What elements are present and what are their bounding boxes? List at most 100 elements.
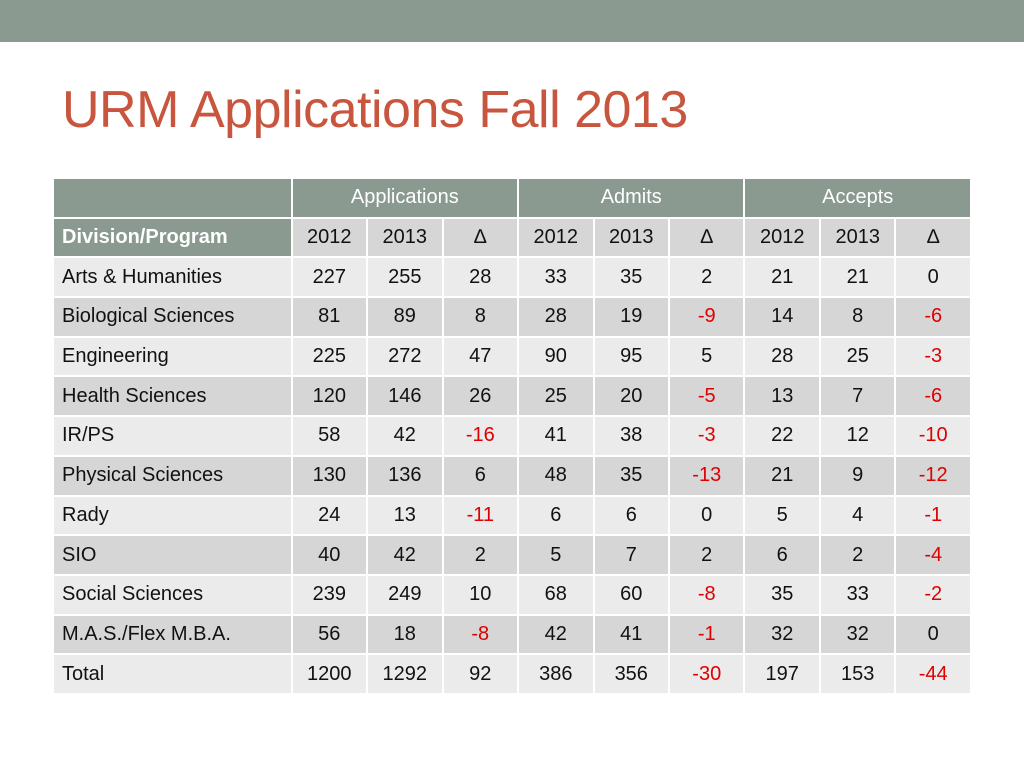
table-row: IR/PS 58 42 -16 41 38 -3 22 12 -10 [52,415,972,457]
value-cell: 68 [517,573,595,616]
value-cell: 249 [366,573,444,616]
value-cell: 2 [441,534,520,576]
value-cell: 22 [743,415,821,457]
table-row: SIO 40 42 2 5 7 2 6 2 -4 [52,534,972,576]
value-cell: 1292 [366,653,444,695]
division-program-cell: M.A.S./Flex M.B.A. [52,613,293,656]
value-cell: 5 [667,335,746,378]
division-program-cell: IR/PS [52,415,293,457]
value-cell: 18 [366,613,444,656]
value-cell: 95 [592,335,671,378]
value-cell: 6 [517,494,595,537]
value-cell: 28 [517,296,595,338]
value-cell: 272 [366,335,444,378]
sub-header-cell: 2012 [743,216,821,259]
value-cell: 2 [667,256,746,299]
value-cell: 92 [441,653,520,695]
value-cell: -6 [894,296,972,338]
division-program-cell: Rady [52,494,293,537]
value-cell: 58 [290,415,369,457]
corner-blank-cell [52,177,293,219]
value-cell: -30 [667,653,746,695]
value-cell: -12 [894,454,972,497]
value-cell: -3 [667,415,746,457]
value-cell: 38 [592,415,671,457]
value-cell: 32 [818,613,897,656]
value-cell: -8 [667,573,746,616]
slide-title: URM Applications Fall 2013 [62,81,688,139]
group-header-applications: Applications [290,177,520,219]
value-cell: 33 [517,256,595,299]
value-cell: 255 [366,256,444,299]
division-program-cell: Health Sciences [52,375,293,418]
value-cell: 225 [290,335,369,378]
division-program-cell: Total [52,653,293,695]
division-program-cell: Physical Sciences [52,454,293,497]
value-cell: 28 [743,335,821,378]
value-cell: -10 [894,415,972,457]
value-cell: 25 [818,335,897,378]
value-cell: 153 [818,653,897,695]
value-cell: 120 [290,375,369,418]
division-program-cell: Engineering [52,335,293,378]
sub-header-cell: 2012 [517,216,595,259]
value-cell: 48 [517,454,595,497]
value-cell: 19 [592,296,671,338]
value-cell: 42 [366,415,444,457]
value-cell: 26 [441,375,520,418]
table-row: Health Sciences 120 146 26 25 20 -5 13 7 -6 [52,375,972,418]
table-row: Physical Sciences 130 136 6 48 35 -13 21 9 -12 [52,454,972,497]
value-cell: 20 [592,375,671,418]
division-program-cell: Arts & Humanities [52,256,293,299]
table-row: Biological Sciences 81 89 8 28 19 -9 14 8 -6 [52,296,972,338]
value-cell: 90 [517,335,595,378]
group-header-row: Applications Admits Accepts [52,177,972,219]
sub-header-row: Division/Program 2012 2013 ∆ 2012 2013 ∆… [52,216,972,259]
value-cell: -6 [894,375,972,418]
value-cell: 0 [894,256,972,299]
division-program-cell: Biological Sciences [52,296,293,338]
sub-header-cell: ∆ [441,216,520,259]
value-cell: -5 [667,375,746,418]
value-cell: 386 [517,653,595,695]
value-cell: 8 [818,296,897,338]
value-cell: 81 [290,296,369,338]
value-cell: 6 [441,454,520,497]
value-cell: 10 [441,573,520,616]
value-cell: 5 [517,534,595,576]
value-cell: -3 [894,335,972,378]
table-row: Social Sciences 239 249 10 68 60 -8 35 33 -2 [52,573,972,616]
value-cell: 146 [366,375,444,418]
value-cell: 41 [517,415,595,457]
value-cell: 25 [517,375,595,418]
table-row: Arts & Humanities 227 255 28 33 35 2 21 21 0 [52,256,972,299]
value-cell: 35 [743,573,821,616]
value-cell: 239 [290,573,369,616]
value-cell: 21 [743,454,821,497]
value-cell: 356 [592,653,671,695]
value-cell: 41 [592,613,671,656]
value-cell: 13 [743,375,821,418]
value-cell: -9 [667,296,746,338]
value-cell: 0 [667,494,746,537]
value-cell: 0 [894,613,972,656]
value-cell: 2 [667,534,746,576]
value-cell: 21 [743,256,821,299]
value-cell: 13 [366,494,444,537]
value-cell: 197 [743,653,821,695]
value-cell: 35 [592,256,671,299]
value-cell: 32 [743,613,821,656]
value-cell: 47 [441,335,520,378]
value-cell: 1200 [290,653,369,695]
group-header-accepts: Accepts [743,177,972,219]
division-program-header: Division/Program [52,216,293,259]
value-cell: 60 [592,573,671,616]
value-cell: 5 [743,494,821,537]
table-row: Engineering 225 272 47 90 95 5 28 25 -3 [52,335,972,378]
value-cell: 14 [743,296,821,338]
value-cell: -8 [441,613,520,656]
value-cell: 6 [743,534,821,576]
value-cell: 35 [592,454,671,497]
value-cell: 4 [818,494,897,537]
division-program-cell: SIO [52,534,293,576]
